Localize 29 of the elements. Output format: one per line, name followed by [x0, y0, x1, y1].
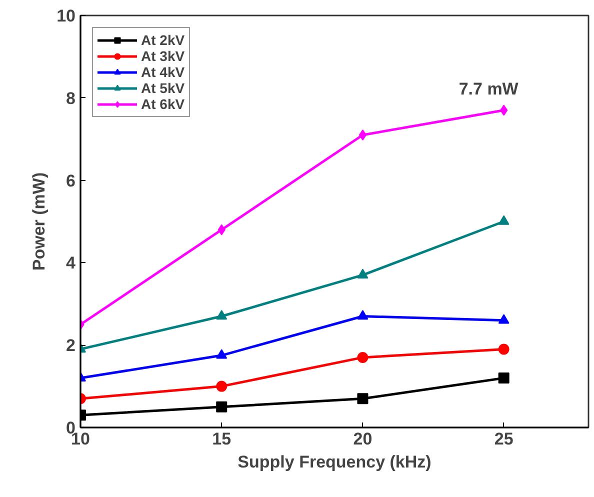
point: [216, 401, 228, 412]
point: [216, 349, 228, 359]
point: [216, 310, 228, 320]
legend-label: At 3kV: [141, 48, 185, 64]
annotation: 7.7 mW: [458, 79, 520, 98]
x-tick-label: 20: [353, 430, 372, 448]
y-tick-label: 6: [66, 171, 76, 190]
point: [357, 310, 368, 320]
point: [357, 268, 368, 278]
point: [498, 372, 510, 384]
point: [357, 393, 368, 404]
point: [498, 314, 510, 324]
y-axis-title: Power (mW): [30, 172, 49, 271]
y-tick-label: 4: [66, 254, 76, 273]
legend-label: At 2kV: [141, 32, 185, 48]
x-tick-label: 25: [494, 430, 514, 448]
y-tick-label: 2: [66, 336, 76, 356]
point: [498, 344, 510, 355]
point: [216, 380, 228, 392]
point: [358, 129, 367, 140]
y-tick-label: 10: [56, 6, 76, 26]
legend-label: At 6kV: [141, 96, 185, 112]
legend-label: At 5kV: [141, 80, 185, 96]
y-tick-label: 8: [66, 88, 76, 108]
x-axis-title: Supply Frequency (kHz): [238, 452, 432, 472]
x-tick-label: 15: [212, 430, 232, 448]
point: [498, 215, 510, 225]
legend-label: At 4kV: [141, 64, 185, 80]
point: [357, 352, 368, 363]
